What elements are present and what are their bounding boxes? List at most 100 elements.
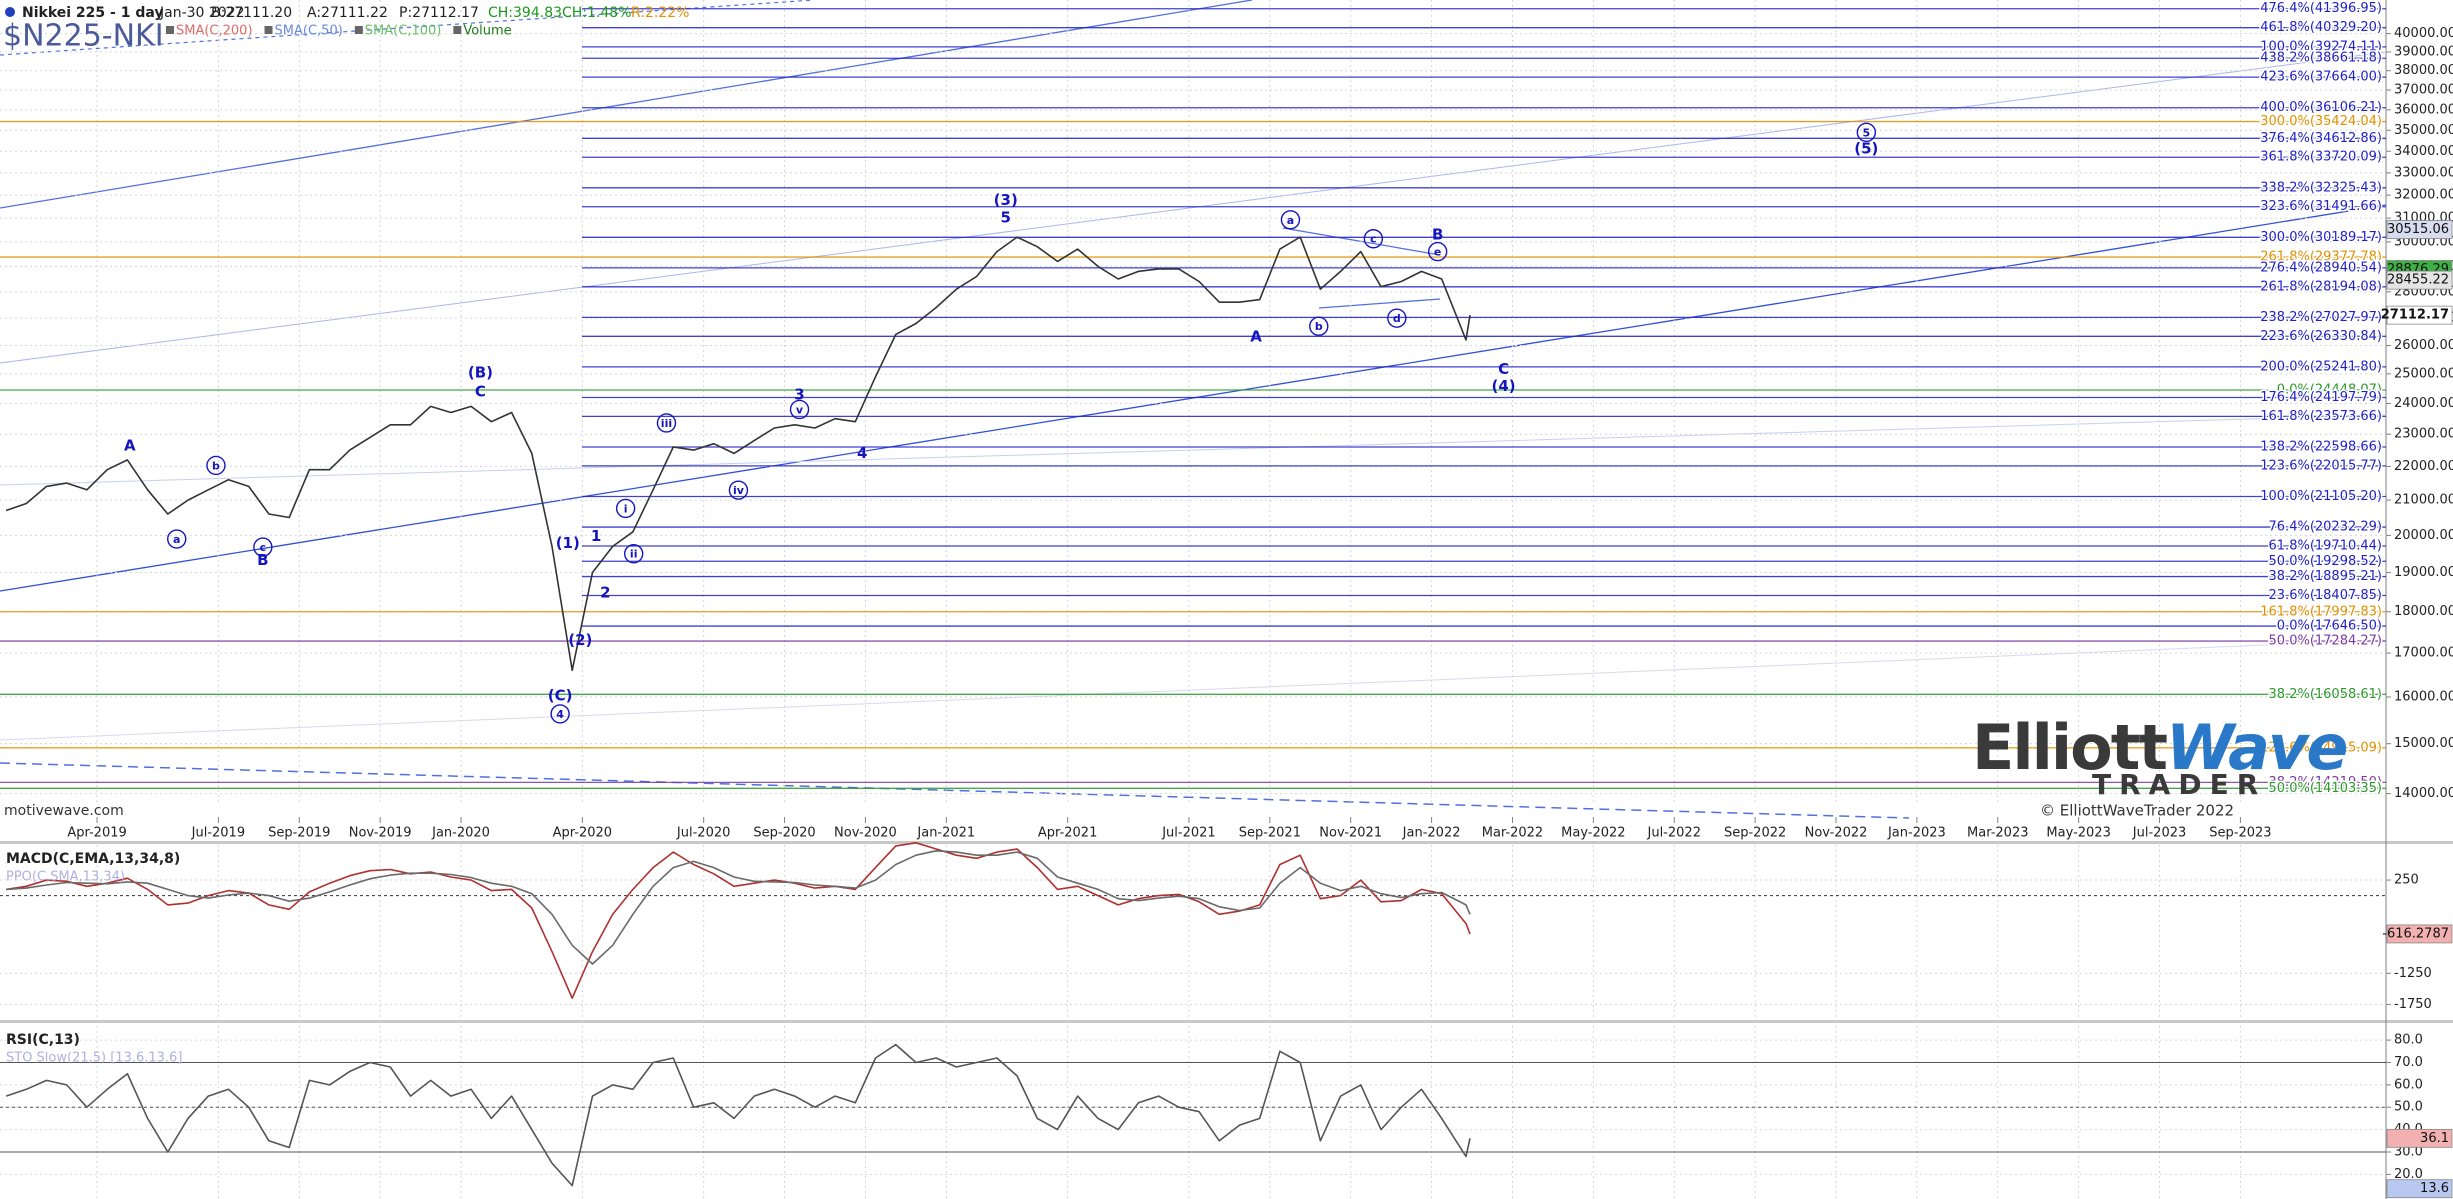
price-tag-label: 30515.06	[2387, 222, 2449, 237]
series-line	[5, 842, 1471, 999]
x-tick-label: Jul-2023	[2132, 826, 2186, 841]
panel-subtitle: STO Slow(21,5) [13.6,13.6]	[6, 1051, 182, 1066]
y-tick-label: 32000.00	[2394, 188, 2453, 203]
x-tick-label: Apr-2021	[1038, 826, 1097, 841]
x-tick-label: Nov-2020	[834, 826, 897, 841]
logo-sub: TRADER	[2092, 768, 2266, 801]
wave-label: 5	[1863, 126, 1871, 139]
panel-subtitle: PPO(C,SMA,13,34)	[6, 870, 125, 885]
wave-label: iv	[733, 484, 745, 497]
annotation-circle	[1363, 229, 1384, 249]
level-label: 338.2%(32325.43)	[2260, 180, 2382, 195]
series-line	[6, 850, 1471, 965]
price-tag	[2386, 1179, 2453, 1199]
x-tick-label: Sep-2020	[753, 826, 815, 841]
legend-label: SMA(C,100)	[365, 24, 442, 39]
logo-part: Elliott	[1972, 711, 2167, 784]
level-label: 300.0%(30189.17)	[2260, 230, 2382, 245]
symbol-dot	[5, 7, 15, 17]
x-tick-label: Jan-2020	[431, 826, 490, 841]
level-label: 200.0%(25241.80)	[2260, 359, 2382, 374]
y-tick-label: 20.0	[2394, 1167, 2423, 1182]
wave-label: (5)	[1854, 140, 1878, 158]
wave-label: (B)	[468, 363, 493, 381]
annotation-circle	[1387, 308, 1407, 328]
y-tick-label: -1250	[2394, 966, 2432, 981]
legend-swatch	[264, 26, 273, 34]
wave-label: A	[1250, 327, 1262, 345]
annotation-circle	[1427, 241, 1448, 262]
price-tag-label: 27112.17	[2381, 308, 2449, 323]
x-tick-label: May-2022	[1561, 826, 1625, 841]
level-label: 123.6%(22015.77)	[2260, 458, 2382, 473]
level-label: 400.0%(36106.21)	[2260, 100, 2382, 115]
y-tick-label: 38000.00	[2394, 63, 2453, 78]
level-label: 100.0%(21105.20)	[2260, 489, 2382, 504]
y-tick-label: 35000.00	[2394, 123, 2453, 138]
wave-label: iii	[661, 417, 672, 430]
y-tick-label: 30.0	[2394, 1145, 2423, 1160]
level-label: 161.8%(17997.83)	[2260, 604, 2382, 619]
level-label: 0.0%(24448.07)	[2277, 383, 2382, 398]
level-label: 461.8%(40329.20)	[2260, 20, 2382, 35]
legend-swatch	[354, 26, 363, 34]
wave-label: d	[1393, 312, 1401, 325]
y-tick-label: 34000.00	[2394, 144, 2453, 159]
wave-label: (C)	[548, 687, 573, 705]
level-label: 161.8%(23573.66)	[2260, 409, 2382, 424]
y-tick-label: 21000.00	[2394, 493, 2453, 508]
x-tick-label: Jul-2020	[676, 826, 730, 841]
trend-line	[0, 51, 2387, 364]
y-tick-label: 36000.00	[2394, 102, 2453, 117]
x-tick-label: Nov-2019	[349, 826, 412, 841]
x-tick-label: Jul-2022	[1647, 826, 1701, 841]
x-tick-label: Jan-2022	[1402, 826, 1461, 841]
x-tick-label: Apr-2019	[67, 826, 126, 841]
y-tick-label: 16000.00	[2394, 689, 2453, 704]
y-tick-label: 15000.00	[2394, 736, 2453, 751]
quote-date: Jan-30 2022	[159, 5, 245, 21]
x-tick-label: Nov-2021	[1319, 826, 1382, 841]
level-label: 361.8%(33720.09)	[2260, 150, 2382, 165]
wave-label: ii	[630, 548, 638, 561]
legend-label: SMA(C,50)	[275, 24, 343, 39]
x-tick-label: Mar-2023	[1967, 826, 2028, 841]
level-label: 50.0%(19298.52)	[2269, 554, 2382, 569]
x-tick-label: Nov-2022	[1805, 826, 1868, 841]
y-tick-label: 19000.00	[2394, 565, 2453, 580]
level-label: 300.0%(35424.04)	[2260, 114, 2382, 129]
x-tick-label: Mar-2022	[1482, 826, 1543, 841]
level-label: 176.4%(24197.79)	[2260, 390, 2382, 405]
annotation-circle	[1309, 316, 1329, 336]
quote-change-pct: CH:1.48%	[562, 5, 632, 21]
wave-label: 2	[600, 583, 610, 601]
annotation-circle	[615, 498, 636, 519]
y-tick-label: 40000.00	[2394, 26, 2453, 41]
wave-label: v	[796, 403, 804, 416]
series-line	[5, 236, 1471, 672]
wave-label: i	[624, 502, 628, 515]
wave-label: b	[1315, 320, 1323, 333]
trend-line	[0, 0, 1253, 209]
wave-label: 4	[857, 444, 867, 462]
annotation-circle	[1280, 210, 1301, 230]
level-label: 423.6%(37664.00)	[2260, 70, 2382, 85]
legend-swatch	[166, 26, 174, 34]
price-tag	[2386, 220, 2453, 239]
panel-separator	[0, 1020, 2453, 1023]
y-tick-label: 18000.00	[2394, 604, 2453, 619]
wave-label: 5	[1001, 208, 1011, 226]
price-tag-label: 13.6	[2420, 1181, 2449, 1196]
annotation-circle	[656, 413, 677, 433]
level-label: 138.2%(22598.66)	[2260, 439, 2382, 454]
trend-line	[0, 639, 2387, 741]
level-label: 23.6%(18407.85)	[2269, 588, 2382, 603]
price-tag	[2386, 305, 2453, 325]
level-label: 238.2%(27027.97)	[2260, 310, 2382, 325]
legend-label: SMA(C,200)	[176, 24, 253, 39]
y-tick-label: 22000.00	[2394, 459, 2453, 474]
wave-label: b	[212, 459, 220, 472]
